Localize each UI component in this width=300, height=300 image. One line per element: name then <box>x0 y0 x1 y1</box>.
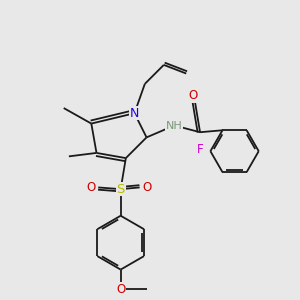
Text: O: O <box>142 181 151 194</box>
Text: S: S <box>116 183 125 196</box>
Text: F: F <box>197 143 203 156</box>
Text: O: O <box>87 181 96 194</box>
Text: O: O <box>116 283 125 296</box>
Text: NH: NH <box>166 121 182 131</box>
Text: O: O <box>188 89 198 103</box>
Text: N: N <box>130 107 139 120</box>
